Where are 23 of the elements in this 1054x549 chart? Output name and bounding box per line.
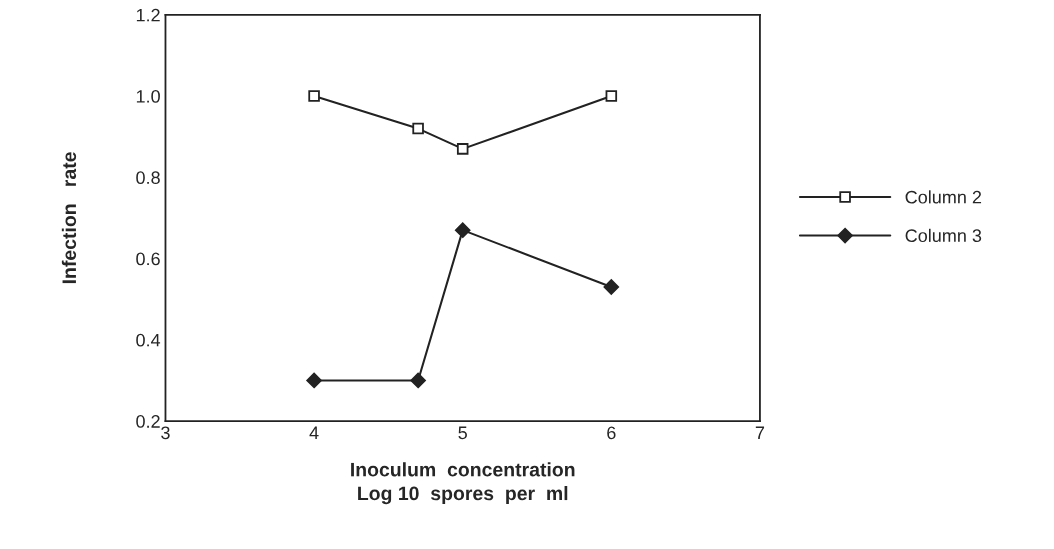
x-tick-label: 3 [161, 426, 170, 440]
y-tick-label: 0.8 [136, 171, 160, 185]
x-tick-label: 4 [309, 426, 319, 440]
point [454, 222, 471, 238]
x-tick-label: 6 [607, 426, 616, 440]
y-tick-label: 0.2 [136, 415, 160, 428]
point [605, 90, 618, 102]
legend-label: Column 3 [905, 228, 982, 243]
y-tick-label: 0.4 [136, 333, 161, 347]
y-tick-label: 1.0 [136, 90, 160, 103]
point [456, 143, 469, 155]
point [306, 372, 322, 389]
point [410, 372, 426, 389]
point [603, 279, 620, 295]
legend-label: Column 2 [905, 190, 982, 204]
x-tick-label: 5 [458, 426, 467, 440]
y-tick-label: 0.6 [136, 252, 160, 266]
x-tick-label: 7 [755, 426, 765, 440]
x-axis-title: Inoculum concentration Log 10 spores per ml [351, 462, 575, 505]
point [412, 122, 424, 135]
y-tick-label: 1.2 [136, 8, 160, 22]
y-axis-title: Infection rate [61, 152, 77, 284]
point [308, 90, 320, 102]
